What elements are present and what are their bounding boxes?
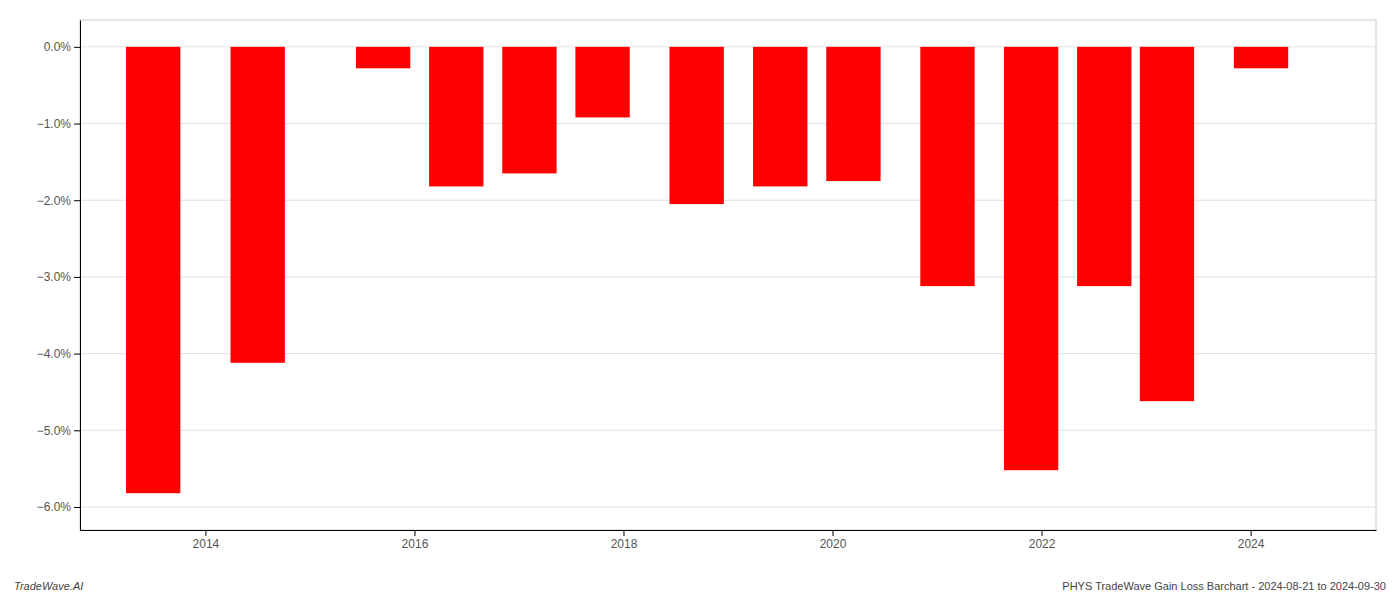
y-tick: −6.0% [37, 500, 80, 514]
x-tick: 2020 [820, 530, 847, 551]
y-tick-label: −2.0% [37, 194, 72, 208]
x-tick-mark [1042, 530, 1043, 536]
bar [429, 47, 483, 187]
y-tick-mark [74, 47, 80, 48]
plot-frame [80, 20, 1376, 530]
footer-right: PHYS TradeWave Gain Loss Barchart - 2024… [1062, 580, 1386, 592]
bar [1140, 47, 1194, 401]
x-tick-mark [833, 530, 834, 536]
x-tick-label: 2022 [1029, 537, 1056, 551]
y-axis: 0.0% −1.0% −2.0% −3.0% −4.0% −5.0% −6.0% [37, 21, 81, 531]
bar [1077, 47, 1131, 286]
x-tick-label: 2020 [820, 537, 847, 551]
x-tick-label: 2018 [611, 537, 638, 551]
grid-line [80, 506, 1376, 507]
x-tick-label: 2014 [193, 537, 220, 551]
x-tick-mark [623, 530, 624, 536]
bar [231, 47, 285, 363]
x-axis: 2014 2016 2018 2020 2022 2024 [81, 530, 1377, 551]
y-tick: −1.0% [37, 117, 80, 131]
y-tick-mark [74, 277, 80, 278]
bar [826, 47, 880, 181]
chart-svg: 0.0%−1.0%−2.0%−3.0%−4.0%−5.0%−6.0%201420… [0, 0, 1400, 600]
x-tick-mark [1251, 530, 1252, 536]
footer-left: TradeWave.AI [14, 580, 83, 592]
x-tick-mark [414, 530, 415, 536]
x-axis-line [81, 530, 1377, 531]
y-tick-mark [74, 200, 80, 201]
x-tick: 2022 [1029, 530, 1056, 551]
bar [356, 47, 410, 68]
x-tick-label: 2016 [402, 537, 429, 551]
x-tick: 2016 [402, 530, 429, 551]
y-axis-line [80, 21, 81, 531]
bar [920, 47, 974, 286]
grid-line [80, 430, 1376, 431]
bar [502, 47, 556, 174]
y-tick: −2.0% [37, 194, 80, 208]
y-tick-mark [74, 124, 80, 125]
y-tick: −3.0% [37, 270, 80, 284]
bar [669, 47, 723, 204]
bar [753, 47, 807, 187]
x-tick: 2014 [193, 530, 220, 551]
y-tick-label: −6.0% [37, 500, 72, 514]
x-tick: 2024 [1238, 530, 1265, 551]
grid [80, 47, 1376, 507]
x-tick: 2018 [611, 530, 638, 551]
y-tick: −4.0% [37, 347, 80, 361]
y-tick-label: −1.0% [37, 117, 72, 131]
bars [126, 47, 1288, 493]
bar [1004, 47, 1058, 470]
y-tick-mark [74, 354, 80, 355]
y-tick-mark [74, 507, 80, 508]
y-tick: −5.0% [37, 424, 80, 438]
y-tick-label: 0.0% [44, 40, 72, 54]
y-tick-label: −4.0% [37, 347, 72, 361]
y-tick-mark [74, 430, 80, 431]
y-tick-label: −5.0% [37, 424, 72, 438]
y-tick: 0.0% [44, 40, 80, 54]
x-tick-label: 2024 [1238, 537, 1265, 551]
bar [575, 47, 629, 118]
x-tick-mark [205, 530, 206, 536]
bar [126, 47, 180, 493]
bar [1234, 47, 1288, 68]
y-tick-label: −3.0% [37, 270, 72, 284]
plot: 0.0%−1.0%−2.0%−3.0%−4.0%−5.0%−6.0%201420… [37, 20, 1377, 551]
